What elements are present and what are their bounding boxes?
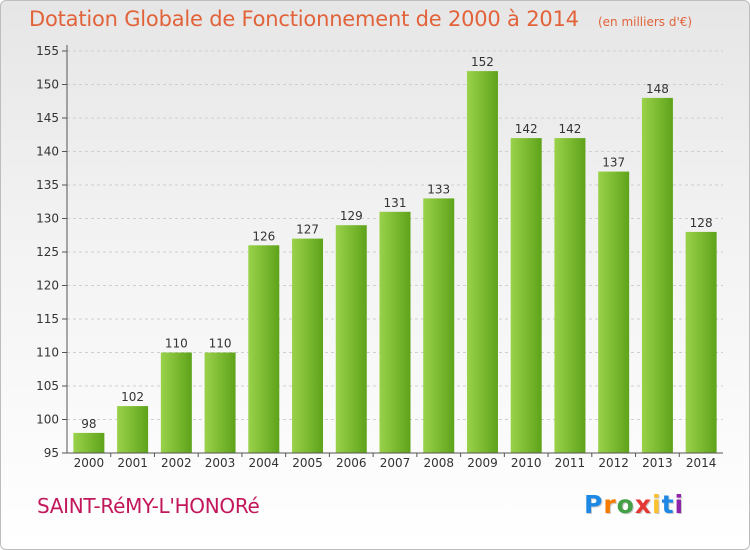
logo-letter: r	[603, 490, 617, 519]
y-tick-label: 105	[36, 379, 59, 393]
logo-letter: i	[674, 490, 685, 519]
labels: 95 100 105 110 115 120 125 130 135 140 145 150 155 98…	[36, 44, 716, 470]
x-tick-label: 2008	[423, 456, 454, 470]
data-label: 127	[296, 223, 319, 237]
x-tick-label: 2007	[380, 456, 411, 470]
axes	[62, 45, 723, 457]
y-tick-label: 100	[36, 413, 59, 427]
logo-letter: P	[584, 490, 604, 519]
x-tick-label: 2001	[117, 456, 148, 470]
bar-2010	[510, 138, 542, 453]
chart-unit: (en milliers d'€)	[597, 15, 693, 29]
data-label: 110	[165, 337, 188, 351]
data-label: 152	[471, 55, 494, 69]
bar-2006	[335, 225, 367, 453]
logo-letter: i	[652, 490, 662, 519]
bar-2009	[466, 71, 498, 453]
data-label: 98	[81, 417, 96, 431]
bar-2014	[685, 231, 717, 453]
bar-2008	[423, 198, 455, 453]
bar-2002	[160, 352, 192, 453]
x-tick-label: 2000	[74, 456, 105, 470]
logo-letter: t	[661, 490, 675, 519]
data-label: 128	[690, 216, 713, 230]
x-tick-label: 2009	[467, 456, 498, 470]
bar-2011	[554, 138, 586, 453]
y-tick-label: 95	[44, 446, 59, 460]
y-tick-label: 150	[36, 78, 59, 92]
y-tick-label: 115	[36, 312, 59, 326]
bars	[73, 71, 717, 454]
x-tick-label: 2002	[161, 456, 192, 470]
y-tick-label: 125	[36, 245, 59, 259]
proxiti-logo[interactable]: Proxiti	[584, 490, 684, 519]
y-tick-label: 110	[36, 346, 59, 360]
x-tick-label: 2011	[555, 456, 586, 470]
chart-title: Dotation Globale de Fonctionnement de 20…	[29, 7, 579, 31]
x-tick-label: 2005	[292, 456, 323, 470]
y-tick-label: 120	[36, 279, 59, 293]
y-tick-label: 145	[36, 111, 59, 125]
data-label: 133	[427, 182, 450, 196]
data-label: 102	[121, 390, 144, 404]
y-tick-label: 130	[36, 212, 59, 226]
x-tick-label: 2003	[205, 456, 236, 470]
x-tick-label: 2013	[642, 456, 673, 470]
data-label: 129	[340, 209, 363, 223]
bar-2013	[641, 97, 673, 454]
x-tick-label: 2012	[598, 456, 629, 470]
data-label: 142	[515, 122, 538, 136]
bar-2007	[379, 211, 411, 453]
bar-2004	[248, 245, 280, 453]
bar-2005	[292, 238, 324, 453]
data-label: 110	[209, 337, 232, 351]
x-tick-label: 2004	[249, 456, 280, 470]
logo-letter: x	[634, 490, 652, 519]
chart-title-row: Dotation Globale de Fonctionnement de 20…	[29, 7, 692, 31]
data-label: 137	[602, 156, 625, 170]
data-label: 131	[384, 196, 407, 210]
commune-name: SAINT-RéMY-L'HONORé	[37, 494, 260, 518]
data-label: 142	[558, 122, 581, 136]
bar-2012	[598, 171, 630, 453]
x-tick-label: 2014	[686, 456, 717, 470]
bar-2001	[117, 406, 149, 453]
y-tick-label: 135	[36, 178, 59, 192]
x-tick-label: 2006	[336, 456, 367, 470]
bar-2000	[73, 432, 105, 453]
x-tick-label: 2010	[511, 456, 542, 470]
y-tick-label: 155	[36, 44, 59, 58]
logo-letter: o	[616, 490, 635, 519]
data-label: 148	[646, 82, 669, 96]
data-label: 126	[252, 229, 275, 243]
bar-2003	[204, 352, 236, 453]
y-tick-label: 140	[36, 145, 59, 159]
